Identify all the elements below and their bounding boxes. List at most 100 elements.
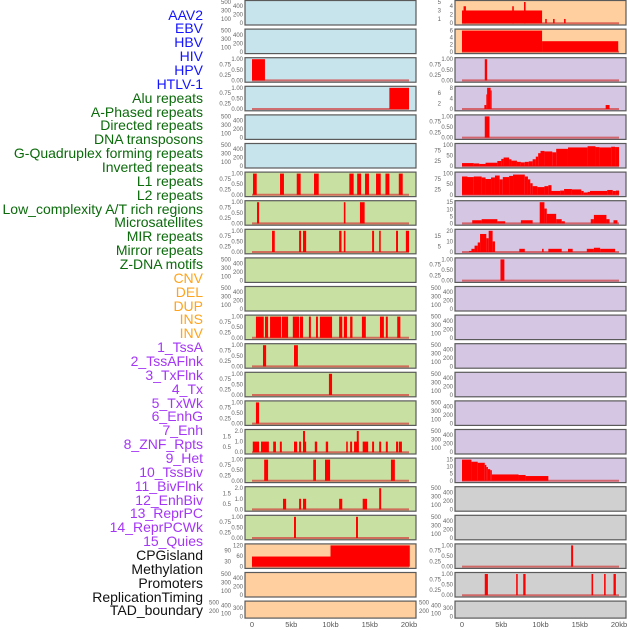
- track-label: TAD_boundary: [109, 602, 203, 619]
- panel-background: [455, 343, 626, 369]
- data-bar: [567, 147, 588, 167]
- y-tick-label: 200: [233, 585, 244, 591]
- y-tick-label: 200: [209, 609, 220, 615]
- data-bar: [261, 441, 269, 453]
- data-bar: [481, 219, 498, 224]
- panel-frame: [244, 428, 417, 455]
- panel-background: [245, 57, 416, 83]
- x-tick-label: 0: [460, 620, 464, 629]
- y-tick-label: 0.75: [219, 63, 231, 69]
- panel-frame: [244, 0, 417, 26]
- data-bar: [252, 556, 331, 567]
- data-bar: [615, 147, 619, 167]
- data-bar: [520, 220, 533, 224]
- data-bar: [593, 214, 607, 224]
- x-tick-label: 20kb: [611, 620, 627, 629]
- data-bar: [396, 441, 399, 453]
- data-bar: [518, 474, 526, 481]
- y-tick-label: 400: [443, 376, 454, 382]
- data-bar: [524, 176, 528, 195]
- panel-frame: [454, 400, 627, 426]
- data-bar: [530, 183, 533, 195]
- data-bar: [471, 461, 478, 481]
- data-bar: [561, 221, 565, 224]
- y-tick-label: 1.00: [231, 400, 243, 406]
- y-tick-label: 0.50: [231, 411, 243, 417]
- data-bar: [484, 574, 488, 596]
- x-tick-label: 10kb: [322, 620, 338, 629]
- data-bar: [477, 462, 485, 481]
- data-bar: [477, 242, 481, 252]
- y-tick-label: 15: [446, 200, 453, 206]
- data-bar: [501, 158, 504, 167]
- y-tick-label: 0: [450, 507, 454, 513]
- y-tick-label: 100: [221, 160, 232, 166]
- x-tick-label: 5kb: [495, 620, 507, 629]
- y-tick-label: 500: [431, 486, 442, 492]
- y-tick-label: 0.00: [441, 78, 453, 84]
- panel-background: [245, 200, 416, 226]
- data-bar: [379, 441, 382, 453]
- data-bar: [571, 189, 582, 195]
- y-tick-label: 400: [443, 290, 454, 296]
- data-bar: [589, 190, 608, 195]
- y-tick-label: 400: [233, 576, 244, 582]
- data-bar: [472, 220, 482, 224]
- y-tick-label: 0: [240, 307, 244, 313]
- y-tick-label: 0.5: [223, 445, 232, 451]
- data-bar: [343, 230, 346, 252]
- y-tick-label: 0.25: [429, 73, 441, 79]
- y-tick-label: 100: [431, 532, 442, 538]
- y-tick-label: 0.50: [231, 468, 243, 474]
- data-bar: [270, 316, 282, 338]
- y-tick-label: 200: [233, 156, 244, 162]
- y-tick-label: 0: [240, 279, 244, 285]
- y-tick-label: 0.25: [219, 331, 231, 337]
- data-bar: [354, 441, 359, 453]
- y-tick-label: 1.5: [223, 492, 232, 498]
- x-tick-label: 0: [250, 620, 254, 629]
- data-bar: [564, 189, 572, 195]
- y-tick-label: 0: [450, 536, 454, 542]
- panel-frame: [244, 28, 417, 55]
- data-bar: [604, 574, 606, 596]
- y-tick-label: 0.50: [231, 382, 243, 388]
- y-tick-label: 400: [233, 290, 244, 296]
- y-tick-label: 0.25: [219, 245, 231, 251]
- y-tick-label: 300: [221, 8, 232, 14]
- y-tick-label: 1.00: [441, 57, 453, 63]
- data-bar: [484, 464, 487, 481]
- data-bar: [564, 18, 566, 24]
- y-tick-label: 0: [450, 221, 454, 227]
- y-tick-label: 0: [450, 250, 454, 256]
- data-bar: [509, 175, 514, 195]
- y-tick-label: 0: [450, 107, 454, 113]
- y-tick-label: 200: [233, 299, 244, 305]
- y-tick-label: 100: [431, 612, 442, 618]
- y-tick-label: 400: [443, 347, 454, 353]
- track-label: 2_TssAFlnk: [130, 353, 203, 369]
- track-label: 13_ReprPC: [129, 505, 203, 522]
- data-bar: [390, 459, 395, 481]
- y-tick-label: 0: [450, 164, 454, 170]
- y-tick-label: 500: [431, 372, 442, 378]
- track-label: DUP: [173, 297, 203, 314]
- y-tick-label: 0.00: [231, 536, 243, 542]
- y-tick-label: 50: [446, 182, 453, 188]
- y-tick-label: 100: [443, 143, 454, 149]
- data-bar: [303, 431, 305, 453]
- data-bar: [545, 18, 547, 24]
- y-tick-label: 300: [431, 380, 442, 386]
- y-tick-label: 0.50: [441, 68, 453, 74]
- y-tick-label: 8: [450, 86, 454, 92]
- panel-background: [455, 572, 626, 597]
- data-bar: [308, 316, 311, 338]
- y-tick-label: 300: [221, 37, 232, 43]
- y-tick-label: 1.00: [231, 86, 243, 92]
- track-label: DNA transposons: [94, 131, 203, 148]
- data-bar: [535, 156, 539, 167]
- data-bar: [571, 545, 574, 567]
- panel-frame: [244, 200, 417, 226]
- y-tick-label: 300: [431, 323, 442, 329]
- y-tick-label: 400: [233, 262, 244, 268]
